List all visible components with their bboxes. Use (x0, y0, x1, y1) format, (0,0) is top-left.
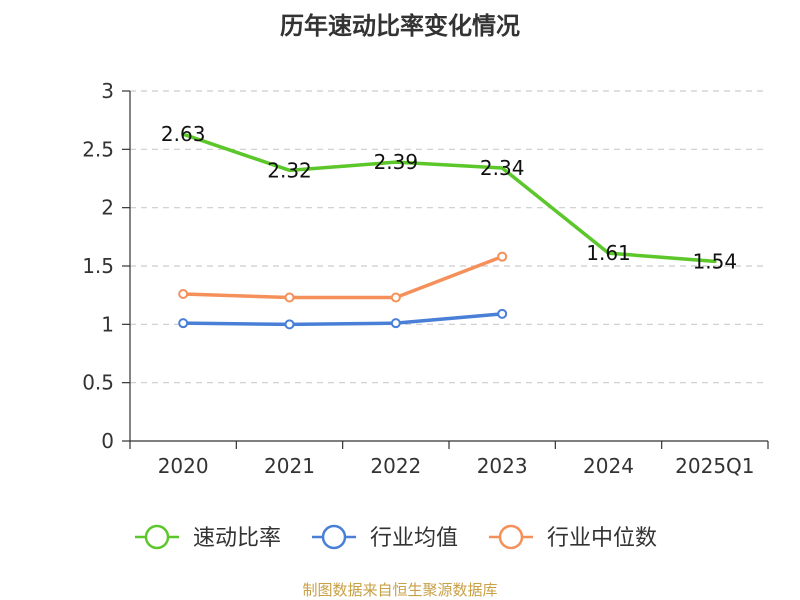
x-tick-label: 2024 (583, 454, 634, 478)
x-tick-label: 2023 (477, 454, 528, 478)
data-label: 2.32 (267, 158, 312, 182)
x-tick-label: 2021 (264, 454, 315, 478)
series-line-1 (181, 312, 504, 327)
data-point (390, 292, 401, 303)
legend-label: 行业中位数 (547, 526, 657, 551)
legend-marker (321, 524, 347, 550)
data-point (178, 289, 189, 299)
data-label: 2.34 (480, 156, 525, 180)
data-point (497, 308, 508, 319)
y-tick-label: 0.5 (82, 371, 114, 395)
chart-title: 历年速动比率变化情况 (280, 12, 520, 40)
y-tick-label: 2 (101, 196, 114, 220)
y-tick-label: 2.5 (82, 137, 114, 161)
y-tick-label: 1.5 (82, 254, 114, 278)
data-label: 2.63 (161, 122, 206, 146)
data-label: 2.39 (374, 150, 419, 174)
legend-marker (144, 524, 170, 550)
data-label: 1.61 (586, 241, 631, 265)
legend-marker (498, 524, 524, 550)
data-point (390, 318, 401, 329)
y-tick-label: 0 (101, 429, 114, 453)
y-tick-label: 3 (101, 79, 114, 103)
legend-label: 速动比率 (193, 526, 281, 551)
data-point (178, 318, 189, 329)
source-footnote: 制图数据来自恒生聚源数据库 (302, 581, 498, 599)
legend-label: 行业均值 (370, 526, 458, 551)
y-tick-label: 1 (101, 312, 114, 336)
x-tick-label: 2020 (158, 454, 209, 478)
x-tick-label: 2022 (370, 454, 421, 478)
series-line-2 (181, 254, 504, 300)
data-point (497, 251, 508, 262)
data-point (284, 292, 295, 303)
x-tick-label: 2025Q1 (675, 454, 754, 478)
data-label: 1.54 (693, 249, 738, 273)
data-point (284, 319, 295, 330)
series-line-0 (181, 132, 717, 264)
